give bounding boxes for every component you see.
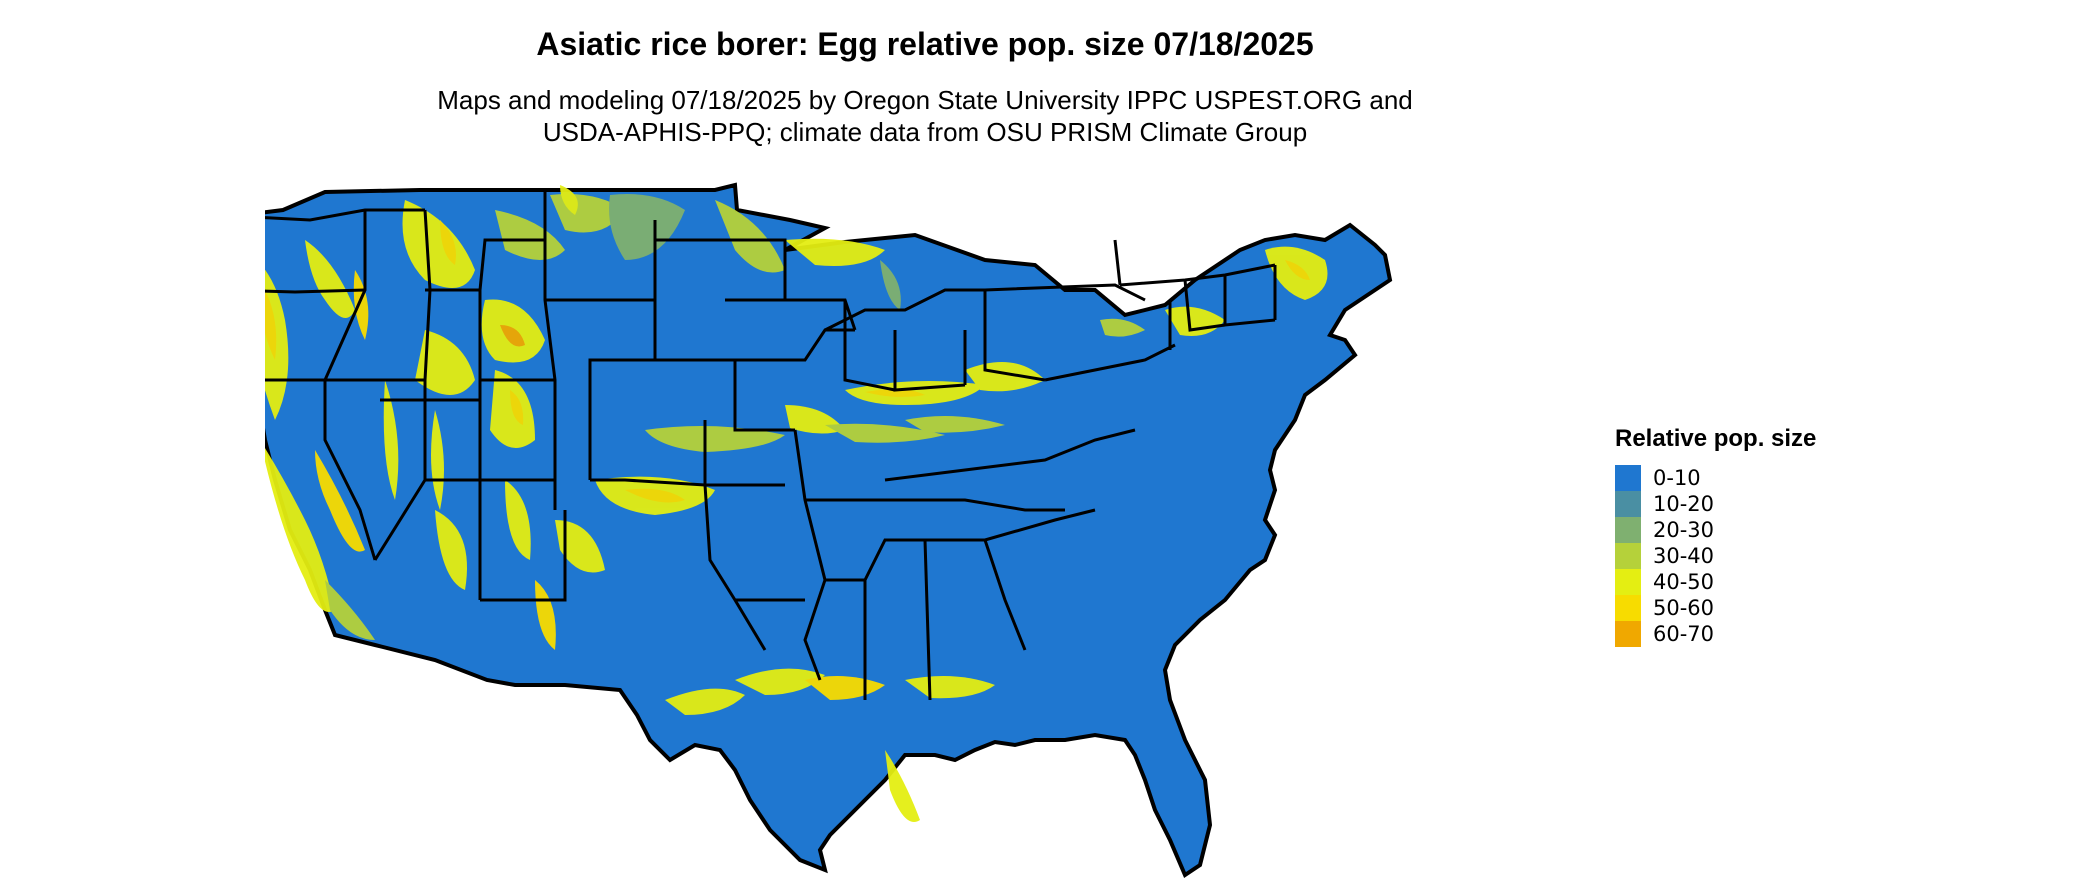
legend-label: 60-70 [1653, 622, 1715, 646]
legend-title: Relative pop. size [1615, 425, 1817, 452]
legend-label: 0-10 [1653, 466, 1701, 490]
legend-label: 10-20 [1653, 492, 1715, 516]
legend-swatch [1615, 569, 1641, 595]
legend-items: 0-10 10-20 20-30 30-40 40-50 50-60 60-70 [1615, 465, 1816, 647]
legend-label: 30-40 [1653, 544, 1715, 568]
legend-swatch [1615, 491, 1641, 517]
legend-item: 20-30 [1615, 517, 1816, 543]
legend-item: 50-60 [1615, 595, 1816, 621]
us-outline [265, 182, 1393, 878]
state-borders [265, 190, 1277, 701]
legend-label: 50-60 [1653, 596, 1715, 620]
map-subtitle: Maps and modeling 07/18/2025 by Oregon S… [0, 84, 1850, 148]
legend-swatch [1615, 465, 1641, 491]
legend-item: 0-10 [1615, 465, 1816, 491]
legend-label: 40-50 [1653, 570, 1715, 594]
population-overlay [265, 185, 1328, 822]
legend-label: 20-30 [1653, 518, 1715, 542]
legend-item: 40-50 [1615, 569, 1816, 595]
legend-item: 60-70 [1615, 621, 1816, 647]
legend-swatch [1615, 517, 1641, 543]
map-title: Asiatic rice borer: Egg relative pop. si… [536, 26, 1314, 62]
legend-swatch [1615, 621, 1641, 647]
subtitle-line-2: USDA-APHIS-PPQ; climate data from OSU PR… [542, 117, 1308, 147]
us-map [265, 182, 1393, 878]
legend: Relative pop. size 0-10 10-20 20-30 30-40 40… [1615, 425, 1816, 647]
legend-item: 30-40 [1615, 543, 1816, 569]
subtitle-line-1: Maps and modeling 07/18/2025 by Oregon S… [437, 85, 1413, 115]
legend-swatch [1615, 595, 1641, 621]
legend-swatch [1615, 543, 1641, 569]
legend-item: 10-20 [1615, 491, 1816, 517]
